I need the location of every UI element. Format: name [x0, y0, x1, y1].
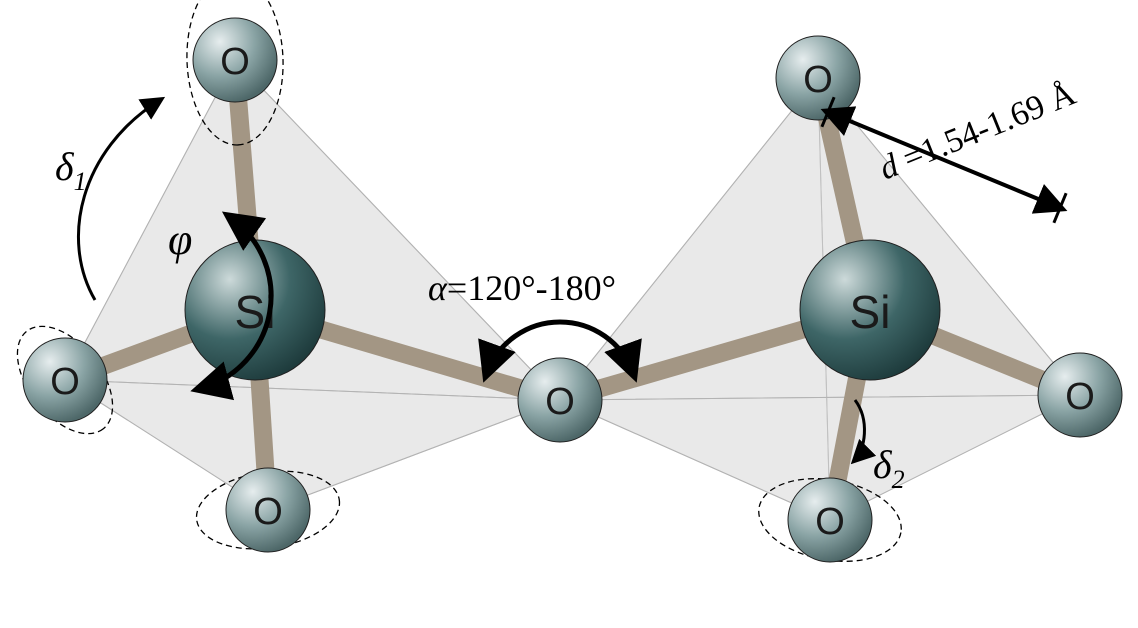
- molecular-diagram: OOOOOOOSiSi δ1δ2φα=120°-180°d =1.54-1.69…: [0, 0, 1138, 628]
- atom-label: Si: [850, 286, 891, 338]
- atom-label: O: [220, 41, 250, 83]
- alpha-label: α=120°-180°: [428, 268, 616, 308]
- atom-label: O: [815, 501, 845, 543]
- atom-label: O: [1065, 376, 1095, 418]
- atom-label: O: [253, 491, 283, 533]
- tet-face: [65, 380, 560, 510]
- atom-label: O: [803, 59, 833, 101]
- atom-label: O: [50, 361, 80, 403]
- phi-label: φ: [168, 215, 192, 264]
- delta1-label: δ1: [55, 144, 87, 196]
- atom-label: O: [545, 381, 575, 423]
- distance-label: d =1.54-1.69 Å: [874, 75, 1081, 187]
